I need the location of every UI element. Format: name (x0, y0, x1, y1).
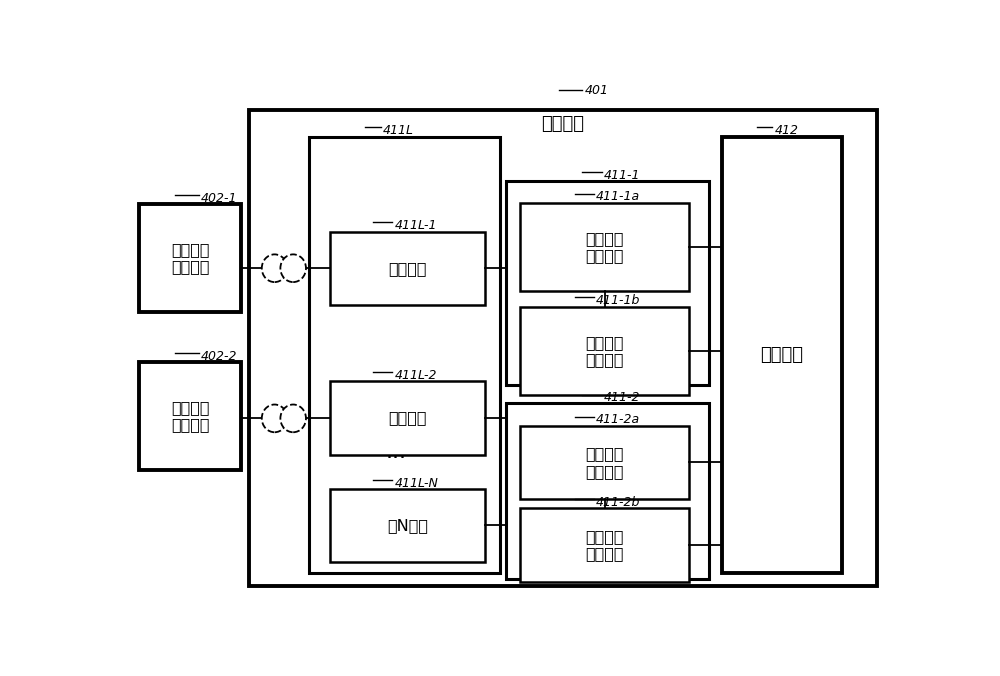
Text: 411-2: 411-2 (604, 391, 640, 404)
Text: 第二电力
产生电路: 第二电力 产生电路 (585, 529, 624, 561)
Text: 第二电力
调节电路: 第二电力 调节电路 (585, 446, 624, 479)
Bar (330, 232, 485, 305)
Text: 411L-N: 411L-N (395, 477, 439, 489)
Bar (330, 489, 485, 562)
Ellipse shape (262, 404, 287, 432)
Bar (139, 362, 241, 470)
Text: 402-1: 402-1 (201, 192, 237, 205)
Text: 第一外部
电子装置: 第一外部 电子装置 (171, 242, 209, 274)
Text: 第二线圈: 第二线圈 (389, 410, 427, 425)
Text: 第一电力
产生电路: 第一电力 产生电路 (585, 335, 624, 367)
Text: 411-2b: 411-2b (596, 496, 641, 509)
Bar (139, 204, 241, 312)
Text: 411-2a: 411-2a (596, 414, 640, 427)
Text: 401: 401 (585, 84, 609, 97)
Ellipse shape (280, 404, 306, 432)
Bar (520, 426, 689, 500)
Text: 控制电路: 控制电路 (760, 346, 803, 364)
Text: 电子装置: 电子装置 (541, 115, 584, 133)
Ellipse shape (262, 254, 287, 282)
Text: 411L: 411L (383, 124, 414, 137)
Text: 第二外部
电子装置: 第二外部 电子装置 (171, 400, 209, 432)
Text: 411-1: 411-1 (604, 168, 640, 182)
Bar (506, 403, 709, 579)
Bar (249, 110, 877, 586)
Text: 412: 412 (774, 124, 798, 137)
Text: 402-2: 402-2 (201, 349, 237, 362)
Text: 第一线圈: 第一线圈 (389, 261, 427, 276)
Ellipse shape (280, 254, 306, 282)
Text: ···: ··· (386, 448, 407, 468)
Bar (330, 381, 485, 454)
Bar (520, 307, 689, 395)
Bar (722, 137, 842, 573)
Bar (506, 181, 709, 385)
Text: 第N线圈: 第N线圈 (387, 518, 428, 533)
Text: 411-1a: 411-1a (596, 190, 640, 203)
Text: 411-1b: 411-1b (596, 294, 641, 307)
Bar (309, 137, 500, 573)
Bar (520, 203, 689, 291)
Text: 411L-1: 411L-1 (395, 218, 437, 232)
Bar (520, 508, 689, 581)
Text: 第一电力
调节电路: 第一电力 调节电路 (585, 231, 624, 263)
Text: 411L-2: 411L-2 (395, 369, 437, 382)
